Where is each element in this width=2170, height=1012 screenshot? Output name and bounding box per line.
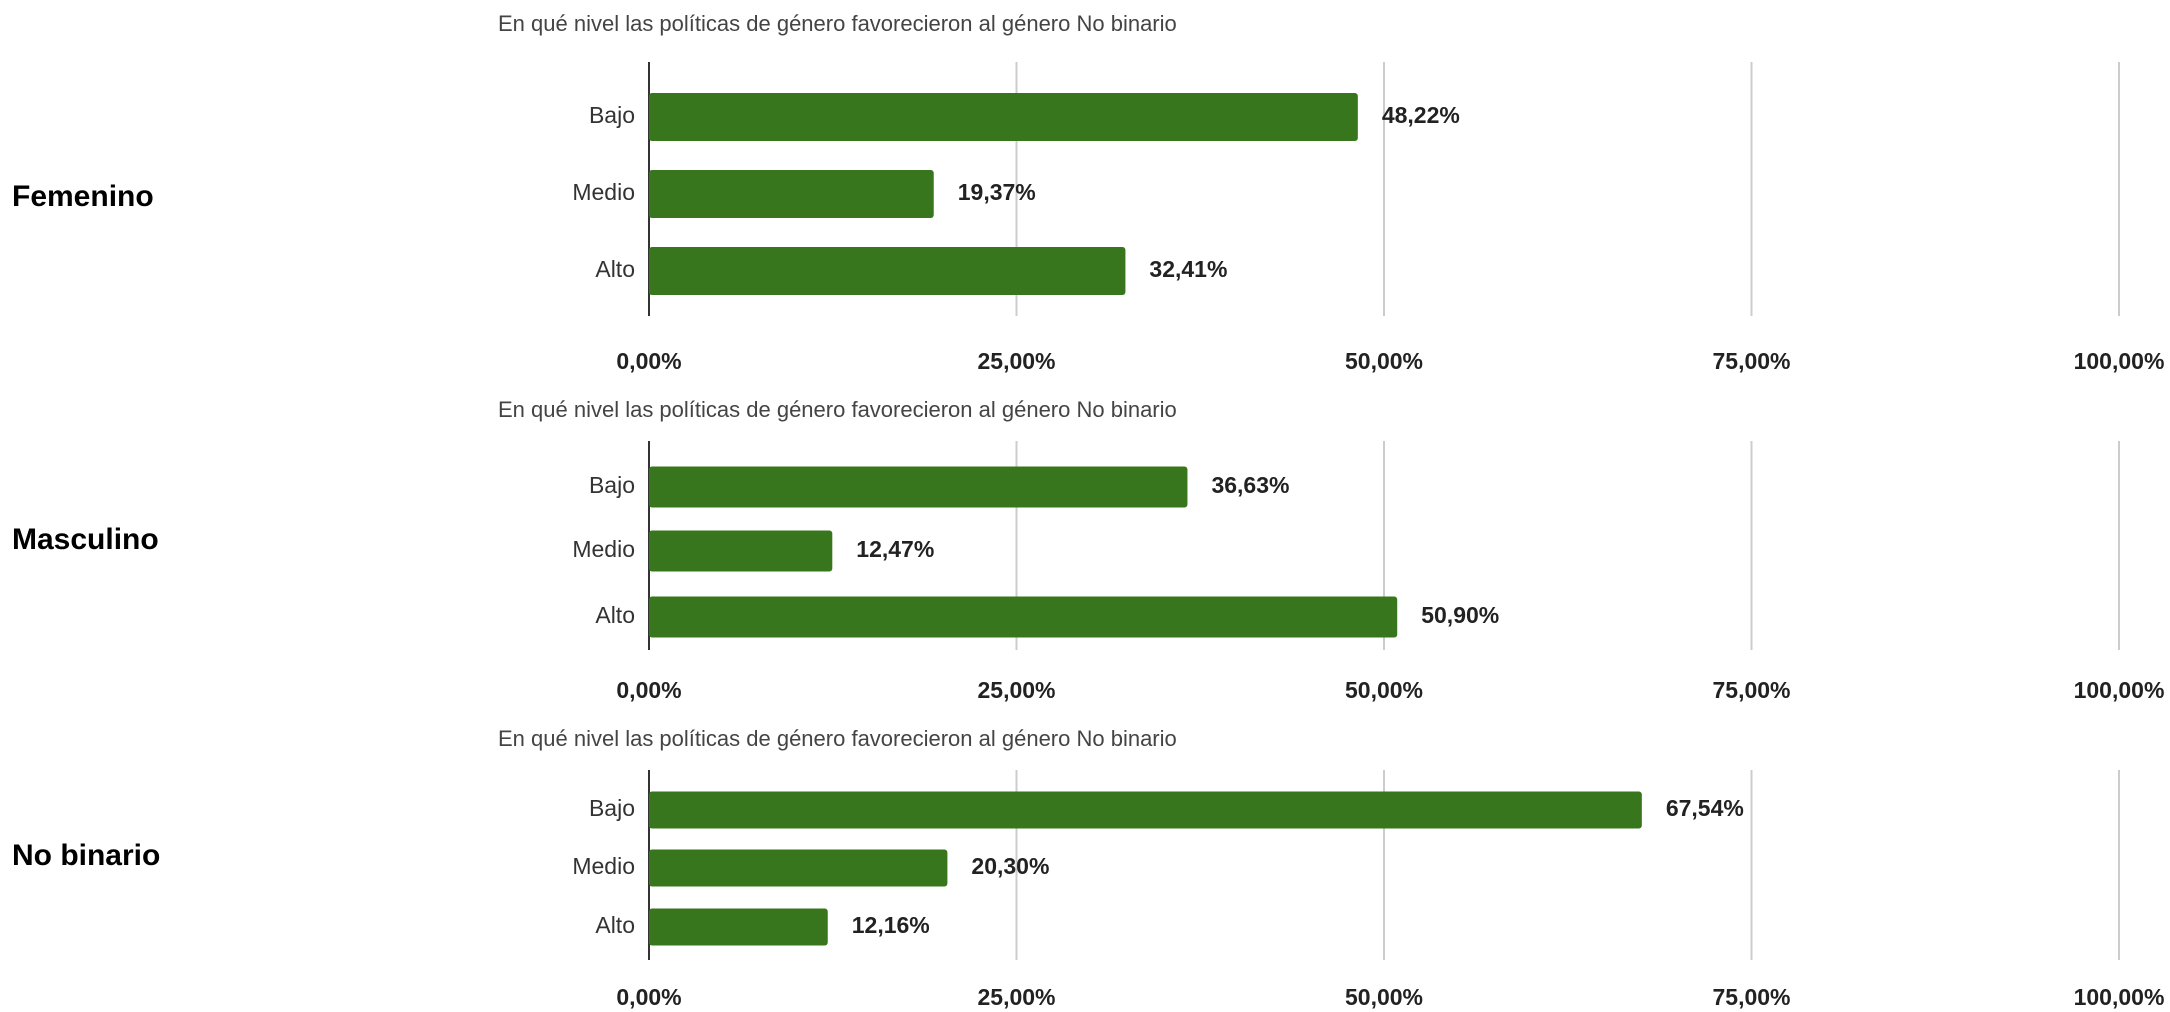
y-tick-label: Alto bbox=[595, 912, 635, 938]
y-tick-label: Medio bbox=[572, 179, 635, 205]
x-tick-label: 50,00% bbox=[1345, 348, 1423, 374]
chart-title: En qué nivel las políticas de género fav… bbox=[498, 11, 1177, 36]
x-tick-label: 100,00% bbox=[2074, 348, 2165, 374]
data-label: 32,41% bbox=[1149, 256, 1227, 282]
group-label: Masculino bbox=[12, 523, 159, 556]
x-tick-label: 0,00% bbox=[616, 677, 681, 703]
group-label: No binario bbox=[12, 839, 160, 872]
x-tick-label: 50,00% bbox=[1345, 984, 1423, 1010]
x-tick-label: 75,00% bbox=[1712, 677, 1790, 703]
x-tick-label: 100,00% bbox=[2074, 677, 2165, 703]
data-label: 19,37% bbox=[958, 179, 1036, 205]
data-label: 12,16% bbox=[852, 912, 930, 938]
data-label: 36,63% bbox=[1211, 472, 1289, 498]
y-tick-label: Bajo bbox=[589, 102, 635, 128]
x-tick-label: 75,00% bbox=[1712, 984, 1790, 1010]
data-label: 50,90% bbox=[1421, 602, 1499, 628]
bar bbox=[649, 93, 1358, 141]
group-label: Femenino bbox=[12, 180, 154, 213]
bar bbox=[649, 908, 828, 946]
data-label: 67,54% bbox=[1666, 795, 1744, 821]
bar bbox=[649, 466, 1188, 508]
bar bbox=[649, 170, 934, 218]
y-tick-label: Medio bbox=[572, 536, 635, 562]
chart-title: En qué nivel las políticas de género fav… bbox=[498, 726, 1177, 751]
x-tick-label: 100,00% bbox=[2074, 984, 2165, 1010]
bar bbox=[649, 596, 1398, 638]
data-label: 20,30% bbox=[971, 853, 1049, 879]
y-tick-label: Medio bbox=[572, 853, 635, 879]
x-tick-label: 0,00% bbox=[616, 348, 681, 374]
y-tick-label: Bajo bbox=[589, 795, 635, 821]
y-tick-label: Bajo bbox=[589, 472, 635, 498]
y-tick-label: Alto bbox=[595, 256, 635, 282]
bar bbox=[649, 530, 833, 572]
bar bbox=[649, 791, 1642, 829]
bar bbox=[649, 247, 1126, 295]
chart-title: En qué nivel las políticas de género fav… bbox=[498, 397, 1177, 422]
data-label: 12,47% bbox=[856, 536, 934, 562]
bar bbox=[649, 849, 948, 887]
x-tick-label: 25,00% bbox=[977, 984, 1055, 1010]
data-label: 48,22% bbox=[1382, 102, 1460, 128]
x-tick-label: 50,00% bbox=[1345, 677, 1423, 703]
x-tick-label: 75,00% bbox=[1712, 348, 1790, 374]
x-tick-label: 0,00% bbox=[616, 984, 681, 1010]
x-tick-label: 25,00% bbox=[977, 348, 1055, 374]
x-tick-label: 25,00% bbox=[977, 677, 1055, 703]
y-tick-label: Alto bbox=[595, 602, 635, 628]
